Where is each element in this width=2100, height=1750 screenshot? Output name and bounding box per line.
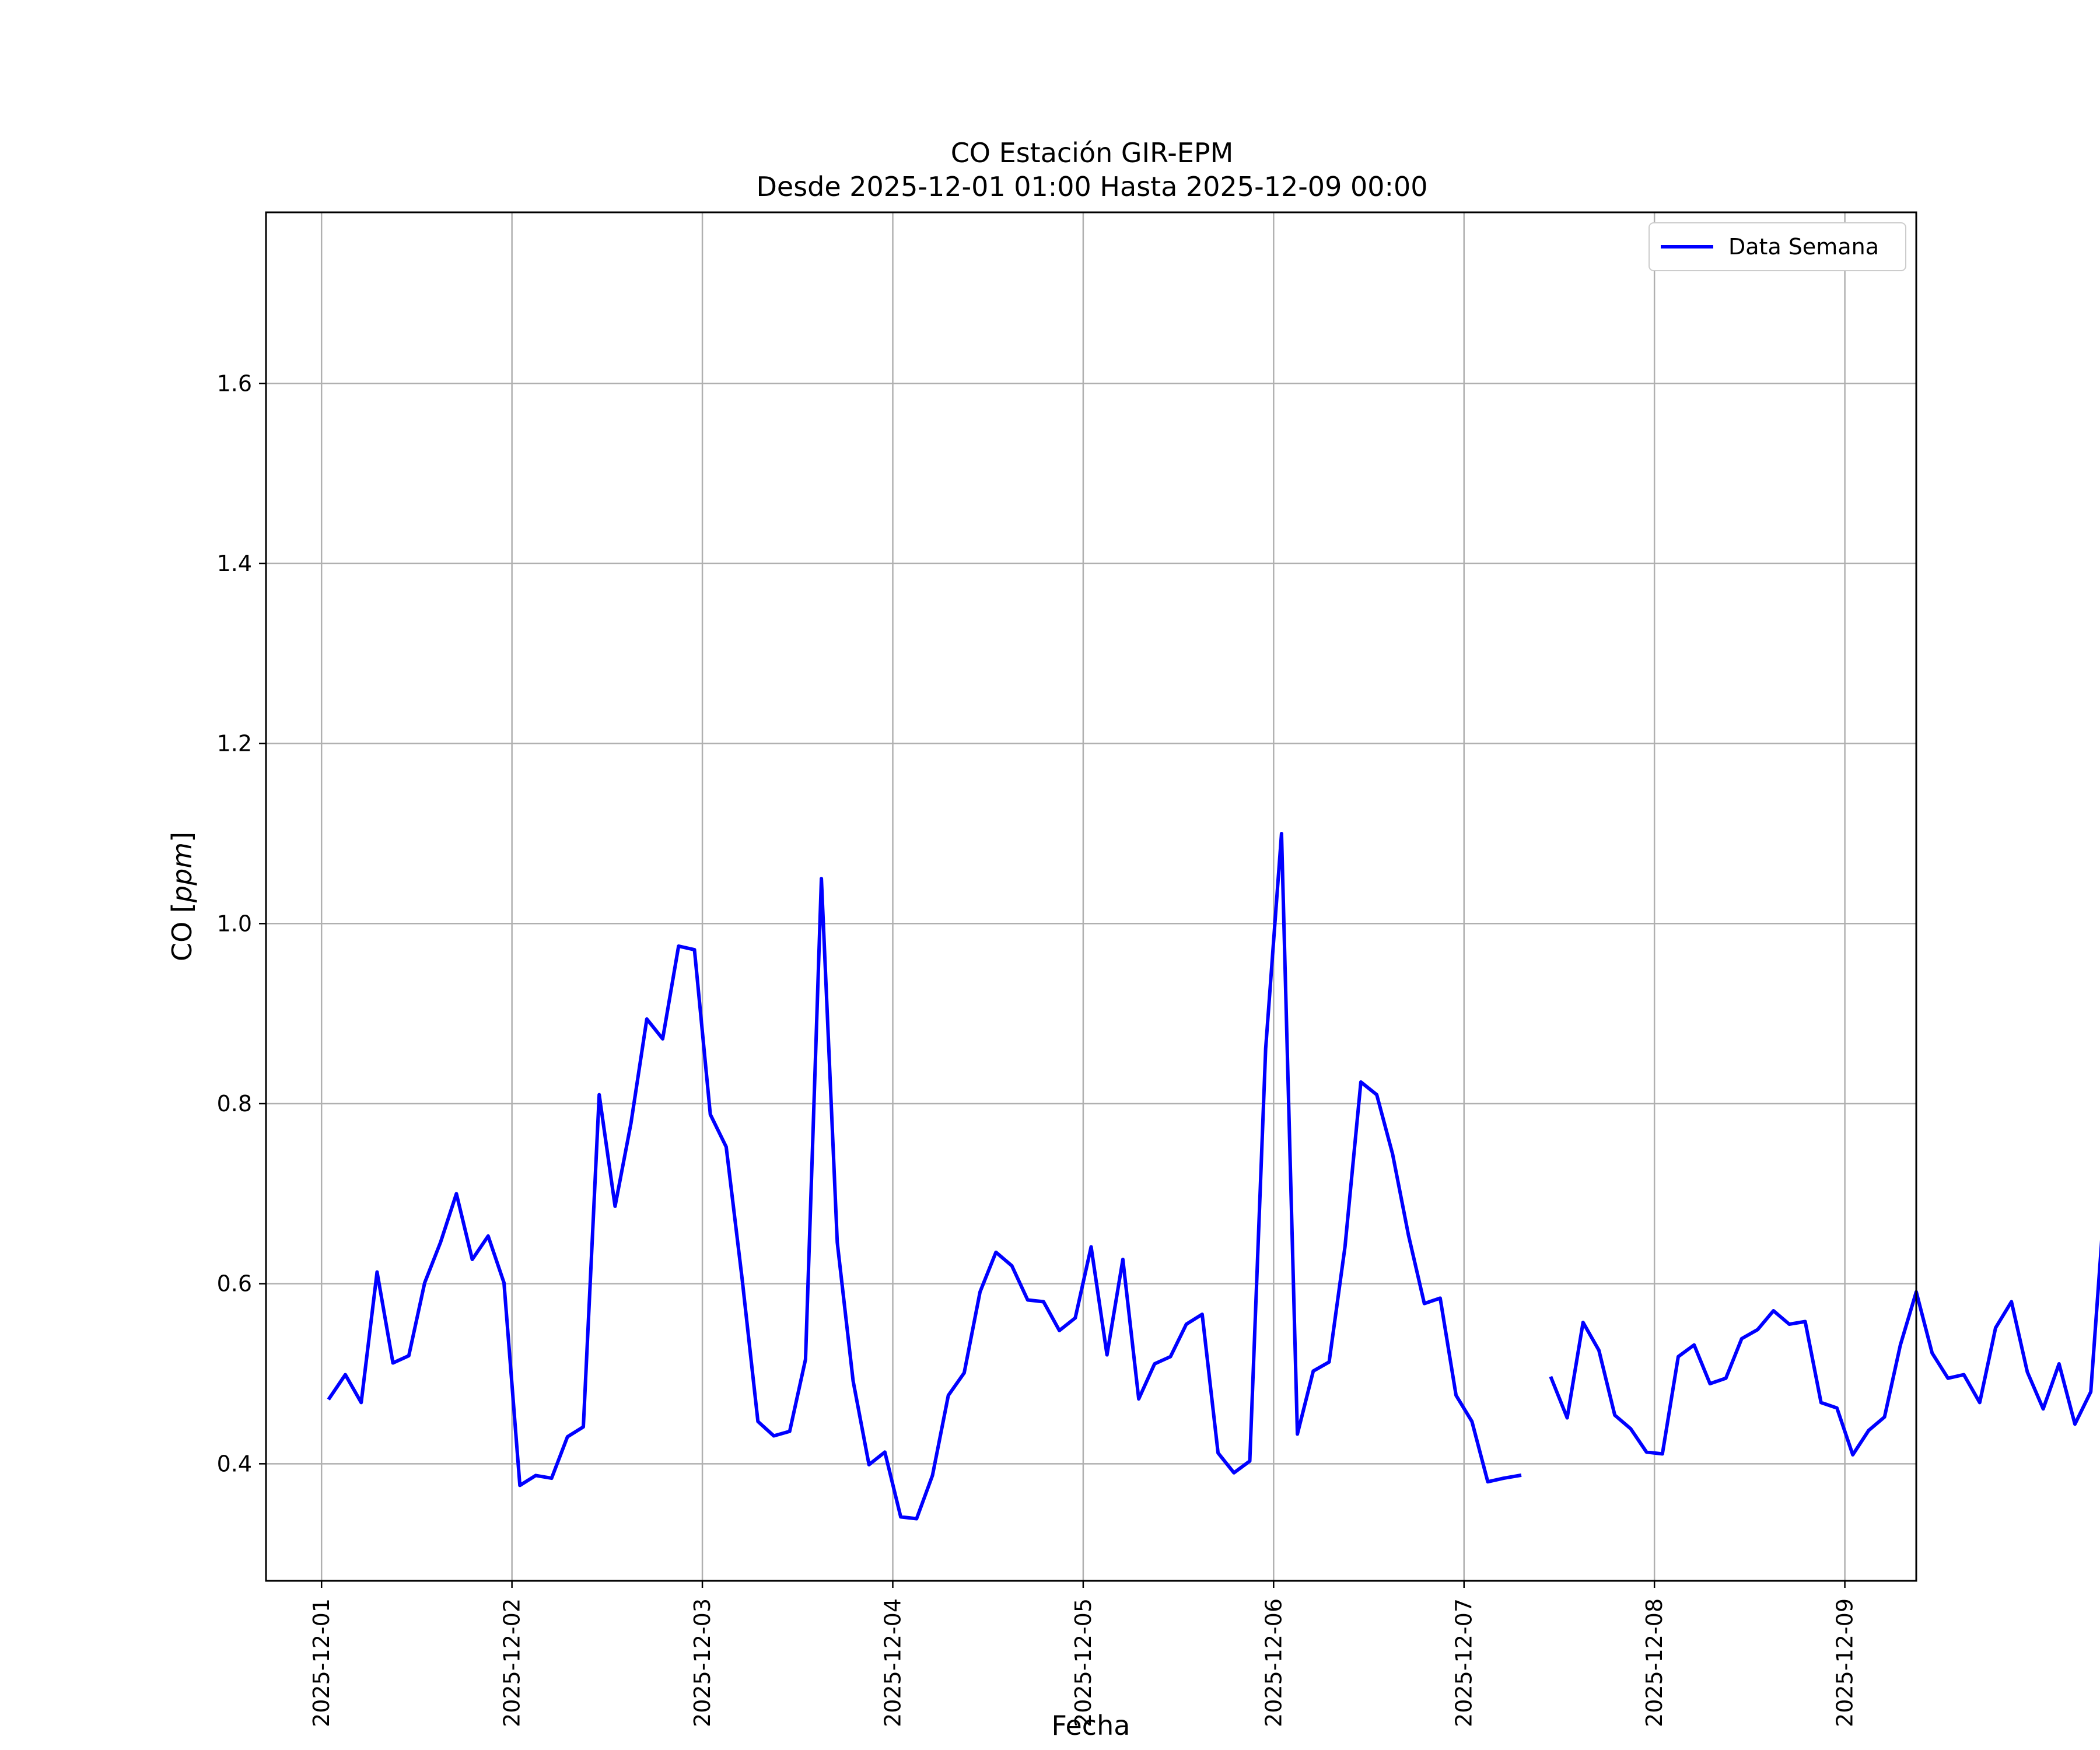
- y-tick-label: 1.4: [217, 551, 252, 576]
- series-line-data-semana: [327, 832, 1522, 1521]
- x-tick-label: 2025-12-01: [309, 1598, 334, 1727]
- y-tick-label: 0.4: [217, 1451, 252, 1476]
- y-axis-label-prefix: CO [: [166, 902, 198, 961]
- grid: [266, 212, 1916, 1581]
- y-tick-label: 0.8: [217, 1091, 252, 1116]
- plot-frame: [265, 211, 1917, 1582]
- x-axis-label: Fecha: [1052, 1710, 1130, 1741]
- y-tick-label: 0.6: [217, 1271, 252, 1297]
- y-axis-label-unit: ppm: [166, 842, 198, 903]
- legend: Data Semana: [1648, 222, 1906, 271]
- x-tick-label: 2025-12-06: [1261, 1598, 1286, 1727]
- series-line-data-semana: [1549, 1240, 2100, 1457]
- y-tick-label: 1.2: [217, 731, 252, 757]
- x-axis-ticks: 2025-12-01 2025-12-02 2025-12-03 2025-12-04…: [309, 1581, 1858, 1727]
- x-tick-label: 2025-12-07: [1451, 1598, 1477, 1727]
- x-tick-label: 2025-12-08: [1642, 1598, 1667, 1727]
- y-axis-ticks: 0.4 0.6 0.8 1.0 1.2 1.4 1.6: [217, 370, 266, 1476]
- x-tick-label: 2025-12-02: [499, 1598, 525, 1727]
- x-tick-label: 2025-12-05: [1070, 1598, 1096, 1727]
- chart-subtitle: Desde 2025-12-01 01:00 Hasta 2025-12-09 …: [756, 171, 1427, 202]
- x-tick-label: 2025-12-09: [1832, 1598, 1858, 1727]
- plot-area: [327, 832, 2100, 1521]
- legend-box: [1648, 222, 1906, 271]
- chart-title: CO Estación GIR-EPM: [951, 137, 1234, 169]
- y-tick-label: 1.6: [217, 370, 252, 396]
- x-tick-label: 2025-12-03: [690, 1598, 715, 1727]
- legend-label: Data Semana: [1728, 234, 1879, 260]
- y-tick-label: 1.0: [217, 911, 252, 936]
- x-tick-label: 2025-12-04: [880, 1598, 905, 1727]
- y-axis-label-suffix: ]: [166, 832, 198, 842]
- y-axis-label: CO [ppm]: [166, 832, 198, 961]
